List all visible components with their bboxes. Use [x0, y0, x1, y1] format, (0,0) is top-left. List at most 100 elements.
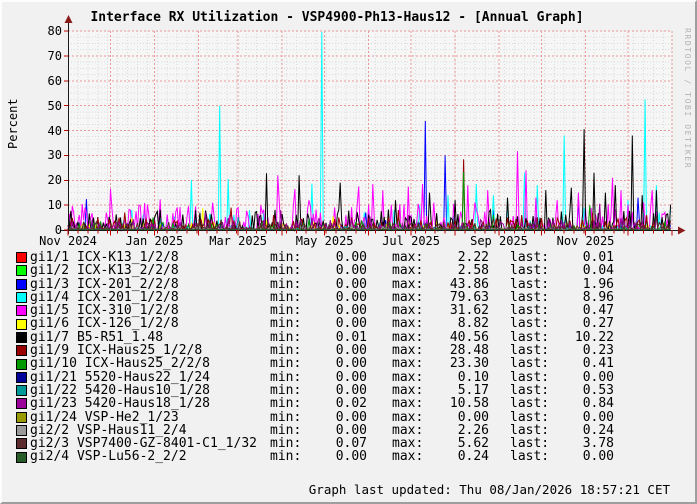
utilization-chart [60, 15, 686, 236]
legend-last-label: last: [510, 356, 550, 372]
legend-max-label: max: [392, 276, 424, 292]
legend-color-swatch [16, 438, 27, 450]
legend-max-label: max: [392, 263, 424, 279]
legend-min-label: min: [270, 436, 302, 452]
legend-max-label: max: [392, 356, 424, 372]
legend-interface-label: gi1/2 ICX-K13_2/2/8 [30, 263, 179, 279]
legend-row: gi1/24 VSP-He2_1/23 min: 0.00 max: 0.00 last:… [2, 409, 695, 425]
legend-last-value: 0.41 [582, 356, 614, 372]
legend: gi1/1 ICX-K13_1/2/8 min: 0.00 max: 2.22 last:… [2, 250, 695, 465]
legend-min-label: min: [270, 329, 302, 345]
legend-row: gi1/22 5420-Haus10_1/28 min: 0.00 max: 5.17 l… [2, 382, 695, 398]
legend-max-value: 79.63 [449, 289, 489, 305]
legend-last-value: 0.00 [582, 409, 614, 425]
legend-last-value: 0.47 [582, 303, 614, 319]
legend-row: gi1/3 ICX-201_2/2/8 min: 0.00 max: 43.86 last… [2, 276, 695, 292]
legend-max-label: max: [392, 436, 424, 452]
legend-min-label: min: [270, 409, 302, 425]
legend-max-label: max: [392, 343, 424, 359]
legend-max-value: 28.48 [449, 343, 489, 359]
legend-color-swatch [16, 451, 27, 463]
x-tick-label: Jul 2025 [382, 234, 440, 248]
legend-last-value: 0.00 [582, 449, 614, 465]
legend-min-label: min: [270, 263, 302, 279]
legend-interface-label: gi2/2 VSP-Haus11_2/4 [30, 422, 187, 438]
legend-color-swatch [16, 265, 27, 277]
y-tick-label: 40 [47, 123, 62, 138]
legend-last-value: 8.96 [582, 289, 614, 305]
legend-color-swatch [16, 318, 27, 330]
y-tick-label: 80 [47, 24, 62, 38]
series-line [67, 228, 671, 231]
legend-color-swatch [16, 358, 27, 370]
legend-row: gi1/23 5420-Haus18_1/28 min: 0.02 max: 10.58… [2, 396, 695, 412]
legend-max-value: 0.10 [457, 369, 489, 385]
legend-last-label: last: [510, 436, 550, 452]
legend-last-value: 0.53 [582, 382, 614, 398]
legend-interface-label: gi2/3 VSP7400-GZ-8401-C1_1/32 [30, 436, 257, 452]
legend-last-value: 0.84 [582, 396, 614, 412]
y-tick-label: 30 [47, 148, 62, 163]
legend-last-value: 1.96 [582, 276, 614, 292]
legend-interface-label: gi1/3 ICX-201_2/2/8 [30, 276, 179, 292]
legend-max-label: max: [392, 409, 424, 425]
legend-last-value: 0.04 [582, 263, 614, 279]
legend-min-value: 0.00 [335, 316, 367, 332]
legend-min-value: 0.00 [335, 343, 367, 359]
legend-last-label: last: [510, 250, 550, 265]
legend-color-swatch [16, 252, 27, 264]
y-axis-arrow [64, 15, 73, 23]
legend-color-swatch [16, 331, 27, 343]
x-tick-label: Mar 2025 [209, 234, 268, 248]
x-axis-arrow [678, 226, 686, 235]
y-tick-label: 10 [47, 198, 62, 213]
legend-last-value: 0.00 [582, 369, 614, 385]
legend-row: gi1/1 ICX-K13_1/2/8 min: 0.00 max: 2.22 last:… [2, 250, 695, 265]
legend-min-label: min: [270, 250, 302, 265]
x-tick-label: Nov 2024 [39, 234, 97, 248]
legend-last-label: last: [510, 343, 550, 359]
legend-color-swatch [16, 371, 27, 383]
legend-row: gi1/7 B5-R51_1.48 min: 0.01 max: 40.56 last: 1… [2, 329, 695, 345]
last-updated-text: Graph last updated: Thu 08/Jan/2026 18:5… [308, 482, 670, 497]
legend-max-value: 43.86 [449, 276, 489, 292]
legend-min-label: min: [270, 316, 302, 332]
legend-min-value: 0.00 [335, 409, 367, 425]
legend-last-label: last: [510, 329, 550, 345]
legend-max-value: 0.24 [457, 449, 489, 465]
legend-max-label: max: [392, 449, 424, 465]
legend-row: gi1/2 ICX-K13_2/2/8 min: 0.00 max: 2.58 last:… [2, 263, 695, 279]
legend-last-label: last: [510, 382, 550, 398]
legend-min-value: 0.00 [335, 356, 367, 372]
legend-color-swatch [16, 411, 27, 423]
legend-last-label: last: [510, 369, 550, 385]
legend-min-value: 0.00 [335, 289, 367, 305]
legend-min-value: 0.00 [335, 422, 367, 438]
legend-color-swatch [16, 398, 27, 410]
legend-last-label: last: [510, 289, 550, 305]
legend-min-value: 0.00 [335, 449, 367, 465]
legend-max-value: 8.82 [457, 316, 489, 332]
chart-title: Interface RX Utilization - VSP4900-Ph13-… [90, 10, 584, 25]
legend-max-label: max: [392, 303, 424, 319]
legend-max-value: 2.22 [457, 250, 489, 265]
y-tick-label: 50 [47, 98, 62, 113]
legend-min-value: 0.00 [335, 369, 367, 385]
legend-min-label: min: [270, 303, 302, 319]
legend-last-label: last: [510, 449, 550, 465]
legend-max-value: 31.62 [449, 303, 489, 319]
legend-min-label: min: [270, 449, 302, 465]
legend-max-label: max: [392, 289, 424, 305]
legend-interface-label: gi1/23 5420-Haus18_1/28 [30, 396, 211, 412]
legend-interface-label: gi1/1 ICX-K13_1/2/8 [30, 250, 179, 265]
legend-interface-label: gi1/7 B5-R51_1.48 [30, 329, 164, 345]
legend-max-value: 2.58 [457, 263, 489, 279]
legend-max-value: 40.56 [449, 329, 489, 345]
legend-last-label: last: [510, 396, 550, 412]
legend-last-label: last: [510, 422, 550, 438]
legend-row: gi2/2 VSP-Haus11_2/4 min: 0.00 max: 2.26 last… [2, 422, 695, 438]
legend-min-value: 0.00 [335, 276, 367, 292]
legend-max-label: max: [392, 396, 424, 412]
legend-last-value: 0.27 [582, 316, 614, 332]
